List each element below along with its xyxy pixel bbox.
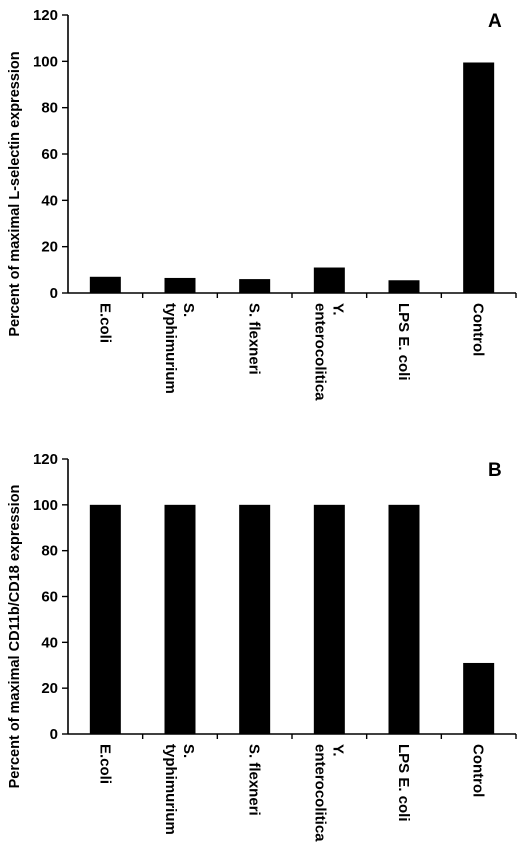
chart-b-category-label: S.typhimurium (162, 744, 197, 835)
chart-b-panel-letter: B (488, 460, 502, 481)
chart-a-y-tick-label: 60 (41, 146, 58, 163)
chart-a-category-label-line: Y. (329, 303, 346, 316)
chart-b-y-tick-label: 120 (33, 451, 58, 468)
chart-a-category-label-line: S. (180, 303, 197, 317)
chart-b-category-label-line: typhimurium (162, 744, 179, 835)
chart-b-y-tick-label: 0 (50, 726, 58, 743)
chart-a-bar (164, 277, 196, 293)
chart-b-category-label-line: S. (180, 744, 197, 758)
chart-b-bar (89, 504, 121, 734)
chart-b-svg: Percent of maximal CD11b/CD18 expression… (7, 451, 517, 842)
chart-b-bar (239, 504, 271, 734)
chart-a-y-tick-label: 120 (33, 7, 58, 24)
chart-a-category-label: Y.enterocolitica (311, 303, 346, 401)
chart-b-y-tick-label: 40 (41, 634, 58, 651)
chart-a-panel-letter: A (488, 11, 502, 32)
chart-a-category-label-line: Control (470, 303, 487, 356)
chart-a-bar (89, 276, 121, 293)
chart-b-ylabel: Percent of maximal CD11b/CD18 expression (7, 485, 23, 789)
chart-a-category-label-line: E.coli (96, 303, 113, 343)
chart-a-bar (388, 280, 420, 293)
chart-a-bar (313, 267, 345, 293)
chart-a-category-label: E.coli (96, 303, 113, 343)
chart-a-category-label: S. flexneri (246, 303, 263, 375)
chart-a-bar (239, 279, 271, 293)
chart-a-y-tick-label: 20 (41, 239, 58, 256)
chart-a-category-label-line: S. flexneri (246, 303, 263, 375)
chart-b-category-label: E.coli (96, 744, 113, 784)
chart-b-y-tick-label: 80 (41, 543, 58, 560)
chart-b-y-tick-label: 20 (41, 680, 58, 697)
chart-b-category-label: Y.enterocolitica (311, 744, 346, 842)
chart-a-ylabel: Percent of maximal L-selectin expression (7, 51, 23, 336)
chart-a-category-label-line: LPS E. coli (395, 303, 412, 381)
chart-b-bar (463, 662, 495, 734)
chart-a-y-tick-label: 100 (33, 53, 58, 70)
chart-a-category-label: LPS E. coli (395, 303, 412, 381)
chart-b-y-tick-label: 60 (41, 589, 58, 606)
chart-b-category-label-line: Y. (329, 744, 346, 757)
chart-b-y-tick-label: 100 (33, 497, 58, 514)
chart-b-category-label-line: E.coli (96, 744, 113, 784)
chart-b-category-label: S. flexneri (246, 744, 263, 816)
chart-b-category-label-line: enterocolitica (311, 744, 328, 842)
chart-panel-b: Percent of maximal CD11b/CD18 expression… (0, 432, 520, 864)
chart-a-category-label: Control (470, 303, 487, 356)
chart-a-y-tick-label: 0 (50, 285, 58, 302)
chart-a-bar (463, 62, 495, 293)
chart-b-category-label-line: Control (470, 744, 487, 797)
chart-b-bar (388, 504, 420, 734)
chart-a-category-label-line: enterocolitica (311, 303, 328, 401)
chart-a-svg: Percent of maximal L-selectin expression… (7, 7, 517, 401)
chart-b-category-label-line: LPS E. coli (395, 744, 412, 822)
chart-panel-a: Percent of maximal L-selectin expression… (0, 0, 520, 430)
chart-b-bar (313, 504, 345, 734)
chart-b-category-label-line: S. flexneri (246, 744, 263, 816)
chart-a-y-tick-label: 80 (41, 100, 58, 117)
chart-a-y-tick-label: 40 (41, 192, 58, 209)
chart-a-category-label-line: typhimurium (162, 303, 179, 394)
chart-a-category-label: S.typhimurium (162, 303, 197, 394)
chart-b-category-label: Control (470, 744, 487, 797)
chart-b-category-label: LPS E. coli (395, 744, 412, 822)
chart-b-bar (164, 504, 196, 734)
